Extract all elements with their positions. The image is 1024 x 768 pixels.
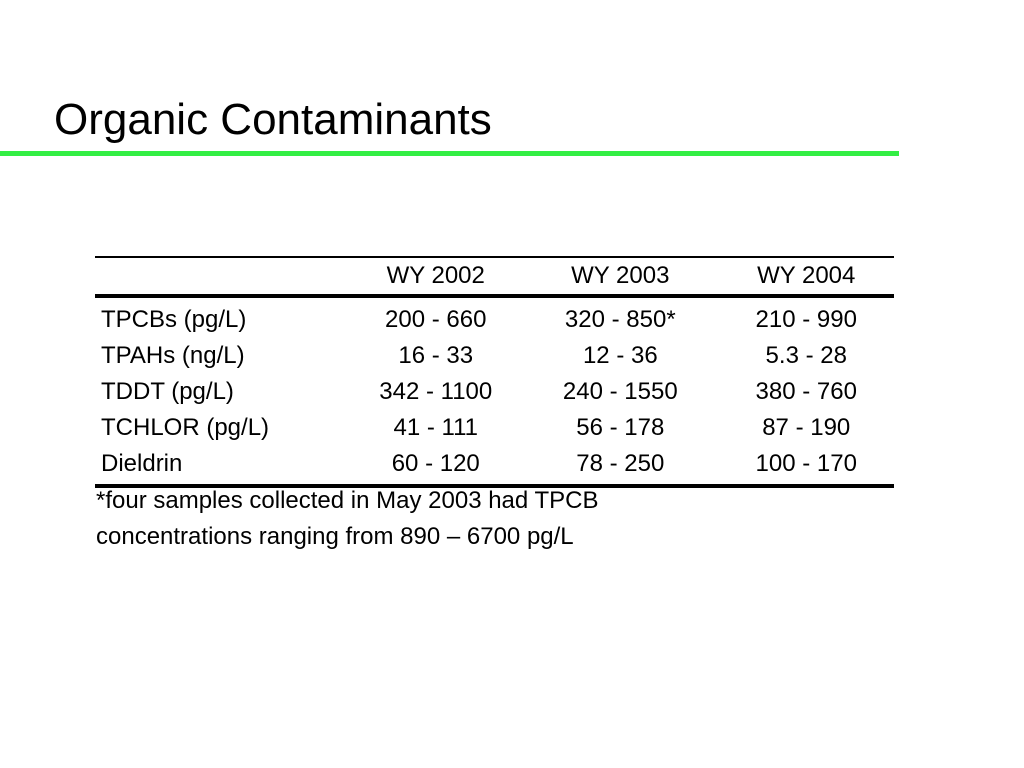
- header-cell-wy2004: WY 2004: [757, 262, 856, 289]
- table-cell: 380 - 760: [755, 378, 857, 405]
- footnote-line: concentrations ranging from 890 – 6700 p…: [96, 523, 574, 550]
- table-cell: 56 - 178: [576, 414, 665, 441]
- footnote-line: *four samples collected in May 2003 had …: [96, 487, 599, 514]
- table-row: TCHLOR (pg/L) 41 - 111 56 - 178 87 - 190: [95, 410, 894, 446]
- table-row: TPAHs (ng/L) 16 - 33 12 - 36 5.3 - 28: [95, 338, 894, 374]
- contaminants-table: WY 2002 WY 2003 WY 2004 TPCBs (pg/L) 200…: [95, 256, 894, 488]
- table-cell: 12 - 36: [582, 342, 658, 369]
- table-cell: 200 - 660: [385, 306, 487, 333]
- table-header: WY 2002 WY 2003 WY 2004: [95, 257, 894, 296]
- row-label: TPAHs (ng/L): [101, 342, 245, 369]
- header-cell-wy2003: WY 2003: [571, 262, 670, 289]
- row-label: Dieldrin: [101, 450, 183, 477]
- table-cell: 87 - 190: [762, 414, 851, 441]
- slide-title: Organic Contaminants: [54, 95, 492, 144]
- table-cell: 60 - 120: [391, 450, 480, 477]
- table-row: TDDT (pg/L) 342 - 1100 240 - 1550 380 - …: [95, 374, 894, 410]
- row-label: TCHLOR (pg/L): [101, 414, 270, 441]
- table-cell: 342 - 1100: [379, 378, 493, 405]
- row-label: TDDT (pg/L): [101, 378, 234, 405]
- header-row: WY 2002 WY 2003 WY 2004: [95, 257, 894, 296]
- row-label: TPCBs (pg/L): [101, 306, 247, 333]
- table-cell: 320 - 850*: [564, 306, 676, 333]
- table-body: TPCBs (pg/L) 200 - 660 320 - 850* 210 - …: [95, 296, 894, 486]
- table-cell: 78 - 250: [576, 450, 665, 477]
- table-cell: 240 - 1550: [562, 378, 678, 405]
- table-row: Dieldrin 60 - 120 78 - 250 100 - 170: [95, 446, 894, 486]
- table-row: TPCBs (pg/L) 200 - 660 320 - 850* 210 - …: [95, 296, 894, 338]
- table-cell: 210 - 990: [755, 306, 857, 333]
- table-cell: 5.3 - 28: [765, 342, 847, 369]
- title-underline: [0, 151, 899, 156]
- header-cell-wy2002: WY 2002: [386, 262, 485, 289]
- table-cell: 100 - 170: [755, 450, 857, 477]
- table-cell: 16 - 33: [398, 342, 474, 369]
- footnote: *four samples collected in May 2003 had …: [96, 483, 816, 555]
- header-cell-label: [95, 257, 349, 296]
- table-cell: 41 - 111: [393, 414, 478, 441]
